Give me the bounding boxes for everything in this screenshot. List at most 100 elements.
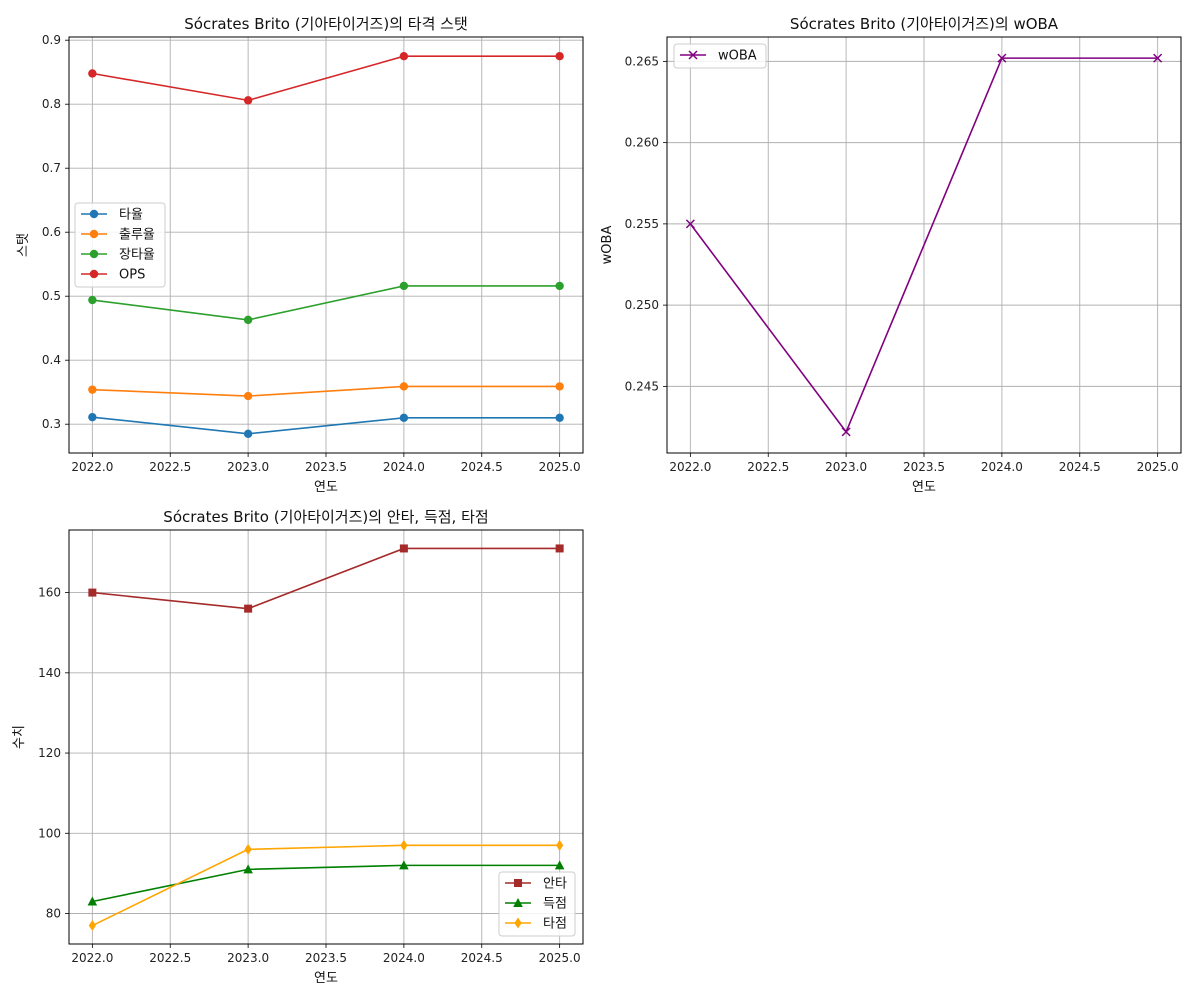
grid (667, 37, 1181, 453)
y-tick-label: 0.265 (625, 54, 659, 68)
data-point (554, 860, 565, 870)
data-point (88, 69, 97, 78)
chart-hits-runs-rbi: Sócrates Brito (기아타이거즈)의 안타, 득점, 타점 2022… (12, 508, 584, 986)
tick-labels: 2022.0 2022.5 2023.0 2023.5 2024.0 2024.5 2025… (42, 33, 581, 474)
legend-box (74, 202, 166, 288)
data-point (88, 412, 97, 422)
data-point (1153, 53, 1163, 63)
data-point (399, 544, 408, 553)
x-tick-label: 2023.0 (825, 460, 867, 474)
x-tick-label: 2022.5 (149, 951, 191, 965)
series-line (689, 57, 1158, 434)
data-point (88, 385, 97, 394)
legend-marker (89, 209, 99, 219)
tick-labels: 2022.0 2022.5 2023.0 2023.5 2024.0 2024.5 2025… (38, 586, 581, 965)
x-tick-label: 2022.0 (71, 460, 113, 474)
legend-label: 장타율 (119, 248, 155, 263)
x-tick-label: 2025.0 (539, 951, 581, 965)
data-point (399, 52, 409, 61)
y-tick-label: 0.7 (42, 161, 61, 175)
tick-labels: 2022.0 2022.5 2023.0 2023.5 2024.0 2024.5 2025… (625, 54, 1179, 474)
x-tick-label: 2023.0 (227, 951, 269, 965)
x-tick-label: 2023.5 (305, 951, 347, 965)
x-tick-label: 2024.5 (461, 460, 503, 474)
y-tick-label: 80 (46, 907, 61, 921)
legend-marker (89, 269, 99, 279)
legend-label: OPS (119, 268, 145, 283)
x-tick-label: 2024.5 (1059, 460, 1101, 474)
chart-title: Sócrates Brito (기아타이거즈)의 안타, 득점, 타점 (163, 508, 488, 526)
y-tick-label: 0.8 (42, 97, 61, 111)
series-layer (87, 544, 565, 932)
x-tick-label: 2023.0 (227, 460, 269, 474)
y-tick-label: 160 (38, 586, 61, 600)
plot-frame (68, 529, 584, 945)
legend-marker (688, 50, 698, 60)
series-layer (88, 52, 564, 438)
data-point (555, 544, 564, 553)
data-point (555, 413, 564, 422)
data-point (685, 219, 695, 229)
y-tick-label: 0.245 (625, 379, 659, 393)
data-point (556, 839, 564, 851)
x-axis-label: 연도 (314, 480, 338, 495)
series-line (92, 547, 560, 610)
x-tick-label: 2025.0 (1137, 460, 1179, 474)
chart-title: Sócrates Brito (기아타이거즈)의 wOBA (790, 15, 1059, 33)
x-tick-label: 2025.0 (539, 460, 581, 474)
legend-box (673, 43, 767, 69)
chart-title: Sócrates Brito (기아타이거즈)의 타격 스탯 (184, 15, 468, 33)
x-tick-label: 2022.0 (71, 951, 113, 965)
y-tick-label: 0.5 (42, 289, 61, 303)
series-line (92, 285, 560, 321)
x-tick-label: 2022.0 (669, 460, 711, 474)
y-tick-label: 100 (38, 826, 61, 840)
legend-marker (89, 229, 99, 239)
grid (69, 37, 583, 453)
series-line (92, 844, 560, 927)
y-tick-label: 0.4 (42, 353, 61, 367)
data-point (244, 843, 252, 855)
legend-label: 타율 (119, 208, 143, 223)
y-axis-label: wOBA (600, 226, 615, 265)
x-tick-label: 2024.0 (981, 460, 1023, 474)
x-tick-label: 2024.0 (383, 460, 425, 474)
data-point (244, 604, 253, 613)
y-tick-label: 120 (38, 746, 61, 760)
series-line (92, 55, 560, 102)
data-point (88, 295, 97, 305)
series-line (92, 385, 560, 397)
data-point (243, 429, 253, 438)
legend-label: 타점 (543, 917, 567, 932)
legend-marker (513, 898, 523, 907)
data-point (841, 427, 851, 437)
data-point (399, 382, 409, 391)
data-point (399, 413, 409, 422)
x-tick-label: 2024.0 (383, 951, 425, 965)
series-line (92, 416, 560, 435)
legend-marker (514, 917, 522, 929)
y-tick-label: 0.3 (42, 417, 61, 431)
series-layer (685, 53, 1163, 437)
legend-label: 득점 (543, 897, 567, 912)
legend-label: wOBA (718, 49, 757, 64)
x-axis-label: 연도 (912, 480, 936, 495)
plot-frame (666, 36, 1182, 454)
series-line (92, 864, 560, 903)
y-tick-label: 0.9 (42, 33, 61, 47)
x-tick-label: 2022.5 (747, 460, 789, 474)
y-tick-label: 0.6 (42, 225, 61, 239)
legend-label: 안타 (543, 877, 567, 892)
data-point (88, 920, 96, 932)
y-tick-label: 0.260 (625, 136, 659, 150)
data-point (87, 896, 98, 906)
data-point (399, 281, 409, 291)
data-point (88, 588, 97, 597)
data-point (399, 860, 409, 870)
grid (69, 530, 583, 944)
data-point (243, 96, 253, 105)
